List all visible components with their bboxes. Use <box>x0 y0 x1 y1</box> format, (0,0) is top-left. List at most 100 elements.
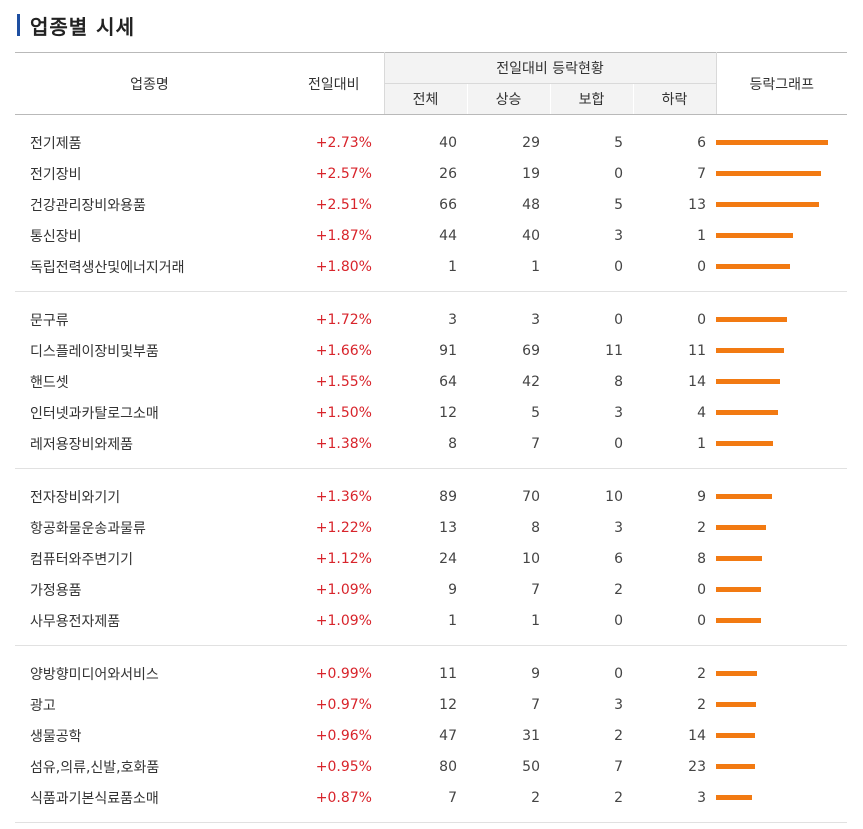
table-row[interactable]: 식품과기본식료품소매 +0.87% 7 2 2 3 <box>15 782 847 813</box>
table-row[interactable]: 전기제품 +2.73% 40 29 5 6 <box>15 127 847 158</box>
sector-name-link[interactable]: 디스플레이장비및부품 <box>30 343 159 360</box>
total-count: 11 <box>439 665 457 682</box>
table-row[interactable]: 전자장비와기기 +1.36% 89 70 10 9 <box>15 481 847 512</box>
down-count: 2 <box>697 696 706 713</box>
change-bar <box>716 795 752 800</box>
change-graph-cell <box>716 251 847 282</box>
up-count: 48 <box>522 196 540 213</box>
total-count: 1 <box>448 258 457 275</box>
change-graph-cell <box>716 397 847 428</box>
down-count: 14 <box>688 727 706 744</box>
flat-count: 0 <box>614 665 623 682</box>
change-graph-cell <box>716 366 847 397</box>
down-count: 6 <box>697 134 706 151</box>
table-row[interactable]: 핸드셋 +1.55% 64 42 8 14 <box>15 366 847 397</box>
change-rate: +1.80% <box>315 258 372 275</box>
table-row[interactable]: 통신장비 +1.87% 44 40 3 1 <box>15 220 847 251</box>
group-divider <box>15 468 847 469</box>
sector-name-link[interactable]: 독립전력생산및에너지거래 <box>30 259 185 276</box>
total-count: 26 <box>439 165 457 182</box>
sector-name-link[interactable]: 레저용장비와제품 <box>30 436 134 453</box>
change-rate: +2.57% <box>315 165 372 182</box>
sector-name-link[interactable]: 전자장비와기기 <box>30 489 121 506</box>
down-count: 14 <box>688 373 706 390</box>
table-row[interactable]: 항공화물운송과물류 +1.22% 13 8 3 2 <box>15 512 847 543</box>
change-bar <box>716 140 828 145</box>
table-row[interactable]: 디스플레이장비및부품 +1.66% 91 69 11 11 <box>15 335 847 366</box>
table-row[interactable]: 생물공학 +0.96% 47 31 2 14 <box>15 720 847 751</box>
sector-name-link[interactable]: 전기제품 <box>30 135 82 152</box>
flat-count: 2 <box>614 789 623 806</box>
sector-name-link[interactable]: 문구류 <box>30 312 69 329</box>
change-graph-cell <box>716 512 847 543</box>
change-graph-cell <box>716 782 847 813</box>
change-rate: +1.09% <box>315 612 372 629</box>
sector-name-link[interactable]: 섬유,의류,신발,호화품 <box>30 759 160 776</box>
up-count: 1 <box>531 612 540 629</box>
down-count: 0 <box>697 612 706 629</box>
change-rate: +1.55% <box>315 373 372 390</box>
sector-name-link[interactable]: 광고 <box>30 697 56 714</box>
up-count: 31 <box>522 727 540 744</box>
header-down: 하락 <box>632 83 717 115</box>
table-row[interactable]: 컴퓨터와주변기기 +1.12% 24 10 6 8 <box>15 543 847 574</box>
table-row[interactable]: 전기장비 +2.57% 26 19 0 7 <box>15 158 847 189</box>
change-bar <box>716 618 761 623</box>
up-count: 7 <box>531 435 540 452</box>
change-bar <box>716 202 819 207</box>
sector-name-link[interactable]: 생물공학 <box>30 728 82 745</box>
up-count: 9 <box>531 665 540 682</box>
table-row[interactable]: 가정용품 +1.09% 9 7 2 0 <box>15 574 847 605</box>
table-row[interactable]: 문구류 +1.72% 3 3 0 0 <box>15 304 847 335</box>
sector-name-link[interactable]: 사무용전자제품 <box>30 613 121 630</box>
change-rate: +1.12% <box>315 550 372 567</box>
up-count: 70 <box>522 488 540 505</box>
down-count: 0 <box>697 258 706 275</box>
total-count: 8 <box>448 435 457 452</box>
change-graph-cell <box>716 751 847 782</box>
group-divider <box>15 645 847 646</box>
table-row[interactable]: 섬유,의류,신발,호화품 +0.95% 80 50 7 23 <box>15 751 847 782</box>
total-count: 12 <box>439 696 457 713</box>
header-flat: 보합 <box>549 83 633 115</box>
flat-count: 0 <box>614 258 623 275</box>
sector-name-link[interactable]: 핸드셋 <box>30 374 69 391</box>
sector-name-link[interactable]: 건강관리장비와용품 <box>30 197 146 214</box>
sector-name-link[interactable]: 항공화물운송과물류 <box>30 520 146 537</box>
sector-name-link[interactable]: 통신장비 <box>30 228 82 245</box>
sector-name-link[interactable]: 양방향미디어와서비스 <box>30 666 159 683</box>
total-count: 64 <box>439 373 457 390</box>
change-graph-cell <box>716 304 847 335</box>
sector-name-link[interactable]: 전기장비 <box>30 166 82 183</box>
change-rate: +0.96% <box>315 727 372 744</box>
table-row[interactable]: 독립전력생산및에너지거래 +1.80% 1 1 0 0 <box>15 251 847 282</box>
total-count: 9 <box>448 581 457 598</box>
change-graph-cell <box>716 689 847 720</box>
table-row[interactable]: 사무용전자제품 +1.09% 1 1 0 0 <box>15 605 847 636</box>
change-rate: +1.50% <box>315 404 372 421</box>
change-bar <box>716 441 773 446</box>
up-count: 50 <box>522 758 540 775</box>
total-count: 24 <box>439 550 457 567</box>
sector-name-link[interactable]: 인터넷과카탈로그소매 <box>30 405 159 422</box>
up-count: 19 <box>522 165 540 182</box>
up-count: 10 <box>522 550 540 567</box>
up-count: 69 <box>522 342 540 359</box>
table-row[interactable]: 광고 +0.97% 12 7 3 2 <box>15 689 847 720</box>
up-count: 1 <box>531 258 540 275</box>
sector-name-link[interactable]: 식품과기본식료품소매 <box>30 790 159 807</box>
change-rate: +1.36% <box>315 488 372 505</box>
flat-count: 2 <box>614 581 623 598</box>
table-row[interactable]: 레저용장비와제품 +1.38% 8 7 0 1 <box>15 428 847 459</box>
sector-name-link[interactable]: 가정용품 <box>30 582 82 599</box>
table-row[interactable]: 건강관리장비와용품 +2.51% 66 48 5 13 <box>15 189 847 220</box>
table-row[interactable]: 인터넷과카탈로그소매 +1.50% 12 5 3 4 <box>15 397 847 428</box>
flat-count: 5 <box>614 134 623 151</box>
up-count: 42 <box>522 373 540 390</box>
change-bar <box>716 733 755 738</box>
change-graph-cell <box>716 189 847 220</box>
sector-name-link[interactable]: 컴퓨터와주변기기 <box>30 551 134 568</box>
up-count: 29 <box>522 134 540 151</box>
down-count: 3 <box>697 789 706 806</box>
table-row[interactable]: 양방향미디어와서비스 +0.99% 11 9 0 2 <box>15 658 847 689</box>
